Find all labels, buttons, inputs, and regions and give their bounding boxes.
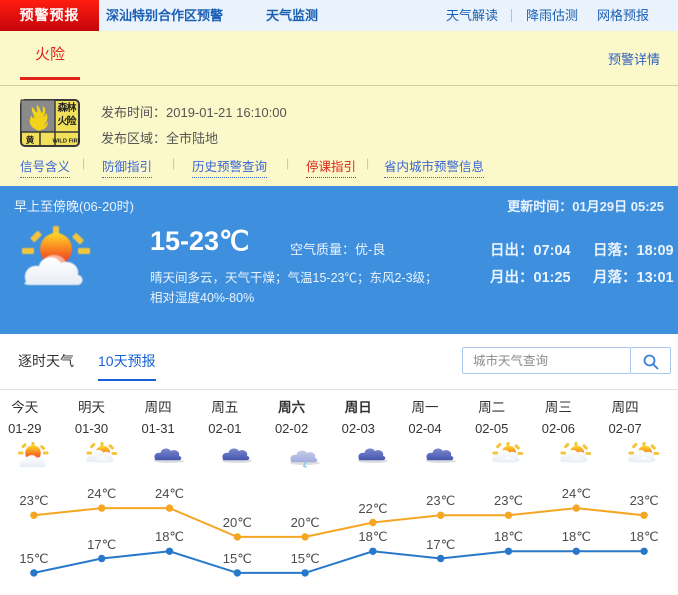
svg-text:险: 险: [67, 115, 78, 128]
svg-text:黄: 黄: [26, 135, 35, 145]
svg-text:WILD FIRE: WILD FIRE: [52, 139, 80, 145]
svg-text:林: 林: [67, 101, 78, 114]
